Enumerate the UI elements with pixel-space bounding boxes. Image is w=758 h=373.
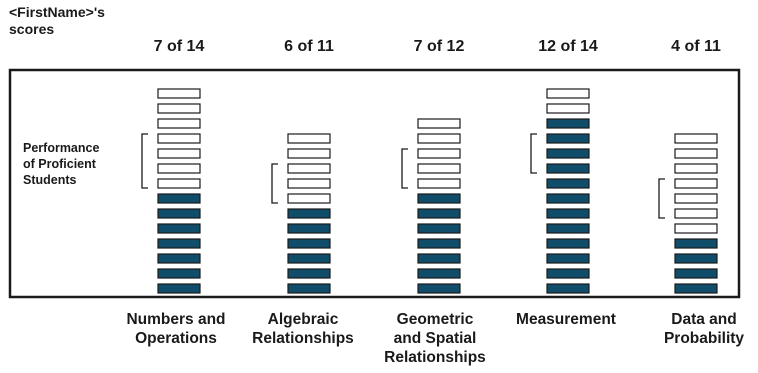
score-box-empty [287, 148, 331, 159]
score-box-filled [546, 208, 590, 219]
score-box-empty [674, 178, 718, 189]
proficiency-bracket [141, 133, 148, 189]
proficient-students-label: Performance of Proficient Students [23, 141, 99, 187]
score-box-filled [674, 268, 718, 279]
score-box-empty [674, 208, 718, 219]
score-box-filled [546, 118, 590, 129]
score-box-filled [546, 133, 590, 144]
score-box-empty [674, 148, 718, 159]
proficiency-bracket [658, 178, 665, 219]
score-box-filled [674, 253, 718, 264]
score-box-empty [157, 133, 201, 144]
score-box-empty [417, 148, 461, 159]
score-box-filled [157, 223, 201, 234]
score-box-filled [546, 268, 590, 279]
score-box-filled [417, 238, 461, 249]
category-label: Geometric and Spatial Relationships [384, 311, 486, 366]
score-box-filled [546, 283, 590, 294]
proficiency-bracket [530, 133, 537, 174]
score-box-filled [287, 253, 331, 264]
score-box-filled [674, 238, 718, 249]
score-box-empty [157, 103, 201, 114]
score-box-filled [157, 268, 201, 279]
score-box-empty [674, 193, 718, 204]
score-box-empty [417, 118, 461, 129]
score-box-empty [417, 178, 461, 189]
score-box-empty [674, 223, 718, 234]
score-box-filled [417, 253, 461, 264]
score-value: 6 of 11 [284, 38, 334, 55]
score-box-filled [546, 223, 590, 234]
score-box-filled [546, 148, 590, 159]
proficient-students-label-line: Students [23, 173, 77, 187]
score-value: 7 of 12 [413, 38, 465, 55]
score-box-filled [417, 223, 461, 234]
score-box-empty [417, 133, 461, 144]
score-box-empty [546, 88, 590, 99]
score-box-empty [417, 163, 461, 174]
score-box-filled [546, 178, 590, 189]
category-label: Data and Probability [663, 311, 745, 347]
score-box-filled [157, 208, 201, 219]
score-box-empty [287, 163, 331, 174]
score-box-empty [287, 133, 331, 144]
score-box-filled [157, 193, 201, 204]
score-box-filled [546, 253, 590, 264]
score-box-empty [157, 88, 201, 99]
category-label: Numbers and Operations [126, 311, 226, 347]
score-box-empty [674, 133, 718, 144]
score-box-filled [287, 268, 331, 279]
proficiency-bracket [271, 163, 278, 204]
score-value: 12 of 14 [538, 38, 598, 55]
score-box-filled [287, 208, 331, 219]
score-box-empty [157, 178, 201, 189]
scores-heading: scores [9, 21, 55, 37]
student-name-heading: <FirstName>'s [9, 4, 105, 20]
score-box-empty [674, 163, 718, 174]
score-box-filled [287, 283, 331, 294]
proficient-students-label-line: Performance [23, 141, 99, 155]
score-box-filled [674, 283, 718, 294]
score-box-filled [157, 238, 201, 249]
score-box-filled [157, 283, 201, 294]
score-box-filled [287, 223, 331, 234]
score-box-empty [157, 118, 201, 129]
score-box-filled [546, 163, 590, 174]
score-box-empty [287, 178, 331, 189]
score-box-filled [546, 238, 590, 249]
score-box-filled [287, 238, 331, 249]
score-value: 7 of 14 [153, 38, 205, 55]
chart-frame [8, 68, 741, 299]
score-box-empty [546, 103, 590, 114]
score-box-filled [157, 253, 201, 264]
score-box-empty [287, 193, 331, 204]
proficiency-bracket [401, 148, 408, 189]
score-box-filled [417, 268, 461, 279]
score-box-empty [157, 163, 201, 174]
score-box-filled [417, 208, 461, 219]
proficient-students-label-line: of Proficient [23, 157, 97, 171]
score-box-filled [417, 193, 461, 204]
category-label: Algebraic Relationships [252, 311, 354, 347]
category-label: Measurement [516, 311, 616, 328]
score-box-filled [546, 193, 590, 204]
score-value: 4 of 11 [671, 38, 721, 55]
score-box-empty [157, 148, 201, 159]
score-box-filled [417, 283, 461, 294]
